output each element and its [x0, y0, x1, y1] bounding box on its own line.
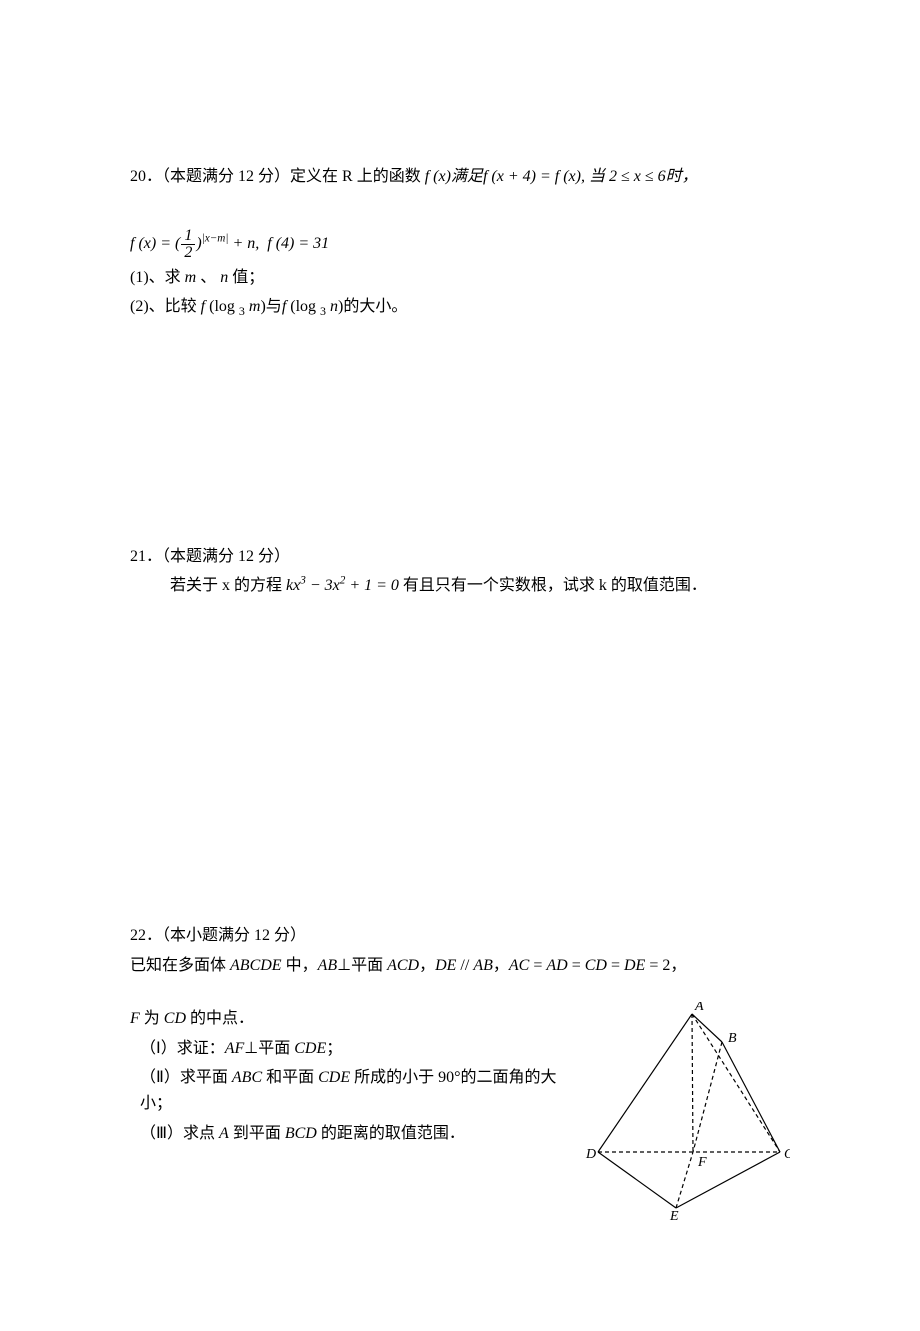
problem-20-q1: (1)、求 m 、 n 值；: [130, 265, 790, 291]
mid-text: F 为 CD 的中点．: [130, 1010, 254, 1027]
body-suffix: 有且只有一个实数根，试求 k 的取值范围．: [399, 577, 707, 594]
q2-text: （Ⅱ）求平面 ABC 和平面 CDE 所成的小于 90°的二面角的大小；: [140, 1069, 557, 1112]
equation: kx3 − 3x2 + 1 = 0: [286, 577, 399, 594]
problem-number: 21．: [130, 548, 162, 565]
problem-21: 21．（本题满分 12 分） 若关于 x 的方程 kx3 − 3x2 + 1 =…: [130, 544, 790, 599]
problem-20-q2: (2)、比较 f (log 3 m)与f (log 3 n)的大小。: [130, 294, 790, 320]
midpoint-line: F 为 CD 的中点．: [130, 1006, 580, 1032]
frac-den: 2: [181, 245, 195, 261]
polyhedron-svg: A B C D E F: [580, 1002, 790, 1222]
svg-text:C: C: [784, 1147, 790, 1162]
problem-number: 22．: [130, 927, 162, 944]
problem-21-header: 21．（本题满分 12 分）: [130, 544, 790, 570]
header-math: f (x)满足f (x + 4) = f (x), 当 2 ≤ x ≤ 6时，: [425, 168, 698, 185]
header-text: （本题满分 12 分）定义在 R 上的函数: [162, 168, 425, 185]
q1-text: (1)、求 m 、 n 值；: [130, 269, 264, 286]
given-text: 已知在多面体 ABCDE 中，AB⊥平面 ACD，DE // AB，AC = A…: [130, 957, 686, 974]
problem-number: 20．: [130, 168, 162, 185]
problem-22-q3: （Ⅲ）求点 A 到平面 BCD 的距离的取值范围．: [130, 1121, 580, 1147]
header-text: （本题满分 12 分）: [162, 548, 290, 565]
problem-20-formula: f (x) = (12)|x−m| + n, f (4) = 31: [130, 228, 790, 261]
problem-20-header: 20．（本题满分 12 分）定义在 R 上的函数 f (x)满足f (x + 4…: [130, 164, 790, 190]
fraction-half: 12: [181, 228, 195, 261]
problem-22-subquestions: F 为 CD 的中点． （Ⅰ）求证：AF⊥平面 CDE； （Ⅱ）求平面 ABC …: [130, 1002, 580, 1150]
q3-text: （Ⅲ）求点 A 到平面 BCD 的距离的取值范围．: [140, 1125, 465, 1142]
svg-text:D: D: [585, 1147, 596, 1162]
problem-21-body: 若关于 x 的方程 kx3 − 3x2 + 1 = 0 有且只有一个实数根，试求…: [130, 573, 790, 599]
figure-polyhedron: A B C D E F: [580, 1002, 790, 1231]
svg-text:F: F: [697, 1155, 707, 1170]
problem-20: 20．（本题满分 12 分）定义在 R 上的函数 f (x)满足f (x + 4…: [130, 164, 790, 320]
svg-text:B: B: [728, 1031, 737, 1046]
header-text: （本小题满分 12 分）: [162, 927, 306, 944]
problem-22-q1: （Ⅰ）求证：AF⊥平面 CDE；: [130, 1036, 580, 1062]
problem-22-given: 已知在多面体 ABCDE 中，AB⊥平面 ACD，DE // AB，AC = A…: [130, 953, 790, 979]
body-prefix: 若关于 x 的方程: [170, 577, 286, 594]
problem-22-header: 22．（本小题满分 12 分）: [130, 923, 790, 949]
q2-text: (2)、比较 f (log 3 m)与f (log 3 n)的大小。: [130, 298, 407, 315]
svg-text:A: A: [694, 1002, 704, 1014]
problem-22-q2: （Ⅱ）求平面 ABC 和平面 CDE 所成的小于 90°的二面角的大小；: [130, 1065, 580, 1116]
q1-text: （Ⅰ）求证：AF⊥平面 CDE；: [140, 1040, 342, 1057]
frac-num: 1: [181, 228, 195, 245]
problem-22: 22．（本小题满分 12 分） 已知在多面体 ABCDE 中，AB⊥平面 ACD…: [130, 923, 790, 1231]
svg-text:E: E: [669, 1209, 679, 1222]
